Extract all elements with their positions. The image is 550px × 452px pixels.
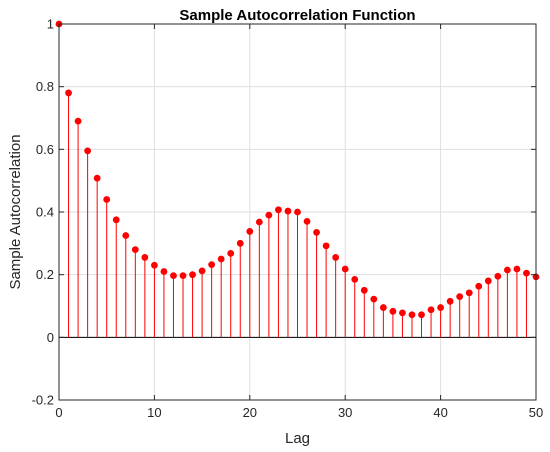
stem-marker [189,271,196,279]
stem-marker [179,272,187,280]
stem-marker [217,255,225,263]
y-tick-label: 1 [47,17,54,32]
stem-marker [446,297,454,305]
stem-marker [418,311,425,319]
y-axis-label: Sample Autocorrelation [7,134,24,289]
stem-marker [198,267,206,275]
x-tick-label: 20 [243,405,257,420]
y-tick-label: 0.6 [36,142,54,157]
stems [58,24,537,338]
stem-marker [275,206,282,214]
markers [55,20,540,319]
stem-marker [465,289,473,297]
stem-marker [437,304,445,311]
stem-marker [513,265,521,273]
stem-marker [408,311,416,319]
stem-marker [494,272,502,280]
stem-marker [523,269,530,277]
stem-marker [84,147,92,155]
stem-marker [389,307,397,315]
stem-marker [246,228,254,235]
stem-marker [399,309,406,317]
y-tick-label: -0.2 [32,393,54,408]
stem-marker [227,249,235,257]
stem-marker [74,117,82,125]
stem-marker [265,211,273,219]
stem-marker [160,268,168,275]
stem-marker [503,266,511,274]
stem-marker [322,242,330,250]
stem-marker [360,286,368,294]
stem-marker [103,196,111,203]
stem-marker [379,304,387,311]
stem-marker [294,208,301,216]
stem-marker [170,272,177,280]
stem-marker [112,216,120,224]
stem-marker [303,217,311,225]
x-tick-label: 30 [338,405,352,420]
stem-marker [351,275,359,283]
stem-marker [208,261,216,269]
y-tick-label: 0.8 [36,79,54,94]
stem-marker [122,232,130,239]
stem-marker [332,254,340,261]
stem-marker [284,207,292,215]
stem-marker [370,295,378,303]
stem-marker [141,254,149,261]
stem-marker [341,265,349,273]
stem-marker [236,239,244,247]
stem-marker [427,306,435,314]
stem-marker [475,282,483,290]
stem-marker [484,277,492,285]
x-axis-label: Lag [285,430,310,447]
y-tick-label: 0.2 [36,267,54,282]
x-tick-label: 40 [433,405,447,420]
x-tick-label: 50 [529,405,543,420]
y-tick-label: 0.4 [36,205,54,220]
tick-labels: 0 10 20 30 40 50-0.200.20.40.60.81 [32,17,544,421]
y-tick-label: 0 [47,330,54,345]
stem-marker [456,293,464,301]
stem-marker [150,261,158,269]
chart-title: Sample Autocorrelation Function [179,7,415,24]
stem-marker [93,174,101,182]
stem-marker [255,218,263,226]
ticks [58,23,537,401]
x-tick-label: 10 [147,405,161,420]
stem-marker [65,89,72,97]
x-tick-label: 0 [55,405,62,420]
stem-marker [131,246,139,254]
stem-marker [313,228,320,236]
